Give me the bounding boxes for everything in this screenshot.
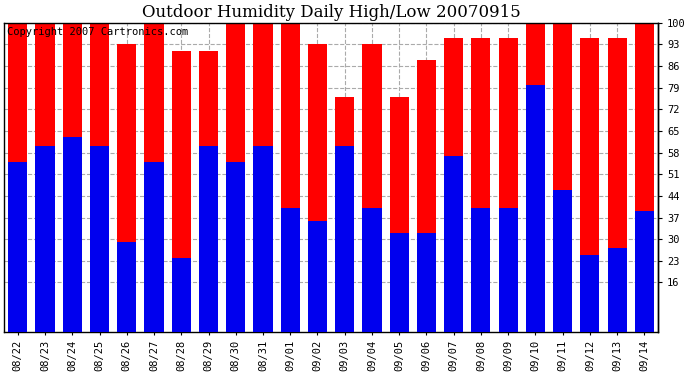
Text: Copyright 2007 Cartronics.com: Copyright 2007 Cartronics.com [8, 27, 188, 38]
Bar [635, 211, 654, 332]
Bar [172, 51, 191, 332]
Bar [35, 23, 55, 332]
Bar [580, 255, 600, 332]
Bar [144, 162, 164, 332]
Bar [390, 233, 408, 332]
Bar [308, 44, 327, 332]
Bar [526, 23, 545, 332]
Bar [8, 162, 28, 332]
Bar [63, 137, 82, 332]
Bar [117, 44, 137, 332]
Bar [553, 23, 572, 332]
Bar [281, 23, 299, 332]
Bar [499, 38, 518, 332]
Bar [253, 23, 273, 332]
Bar [117, 242, 137, 332]
Bar [390, 97, 408, 332]
Bar [253, 146, 273, 332]
Bar [471, 208, 491, 332]
Bar [471, 38, 491, 332]
Bar [226, 162, 245, 332]
Bar [8, 23, 28, 332]
Bar [608, 249, 627, 332]
Bar [35, 146, 55, 332]
Bar [635, 23, 654, 332]
Bar [526, 85, 545, 332]
Bar [63, 23, 82, 332]
Bar [335, 97, 354, 332]
Bar [580, 38, 600, 332]
Title: Outdoor Humidity Daily High/Low 20070915: Outdoor Humidity Daily High/Low 20070915 [141, 4, 520, 21]
Bar [553, 190, 572, 332]
Bar [90, 146, 109, 332]
Bar [172, 258, 191, 332]
Bar [199, 146, 218, 332]
Bar [417, 60, 436, 332]
Bar [362, 44, 382, 332]
Bar [199, 51, 218, 332]
Bar [226, 23, 245, 332]
Bar [90, 23, 109, 332]
Bar [417, 233, 436, 332]
Bar [444, 38, 463, 332]
Bar [608, 38, 627, 332]
Bar [444, 156, 463, 332]
Bar [499, 208, 518, 332]
Bar [335, 146, 354, 332]
Bar [281, 208, 299, 332]
Bar [144, 23, 164, 332]
Bar [308, 220, 327, 332]
Bar [362, 208, 382, 332]
